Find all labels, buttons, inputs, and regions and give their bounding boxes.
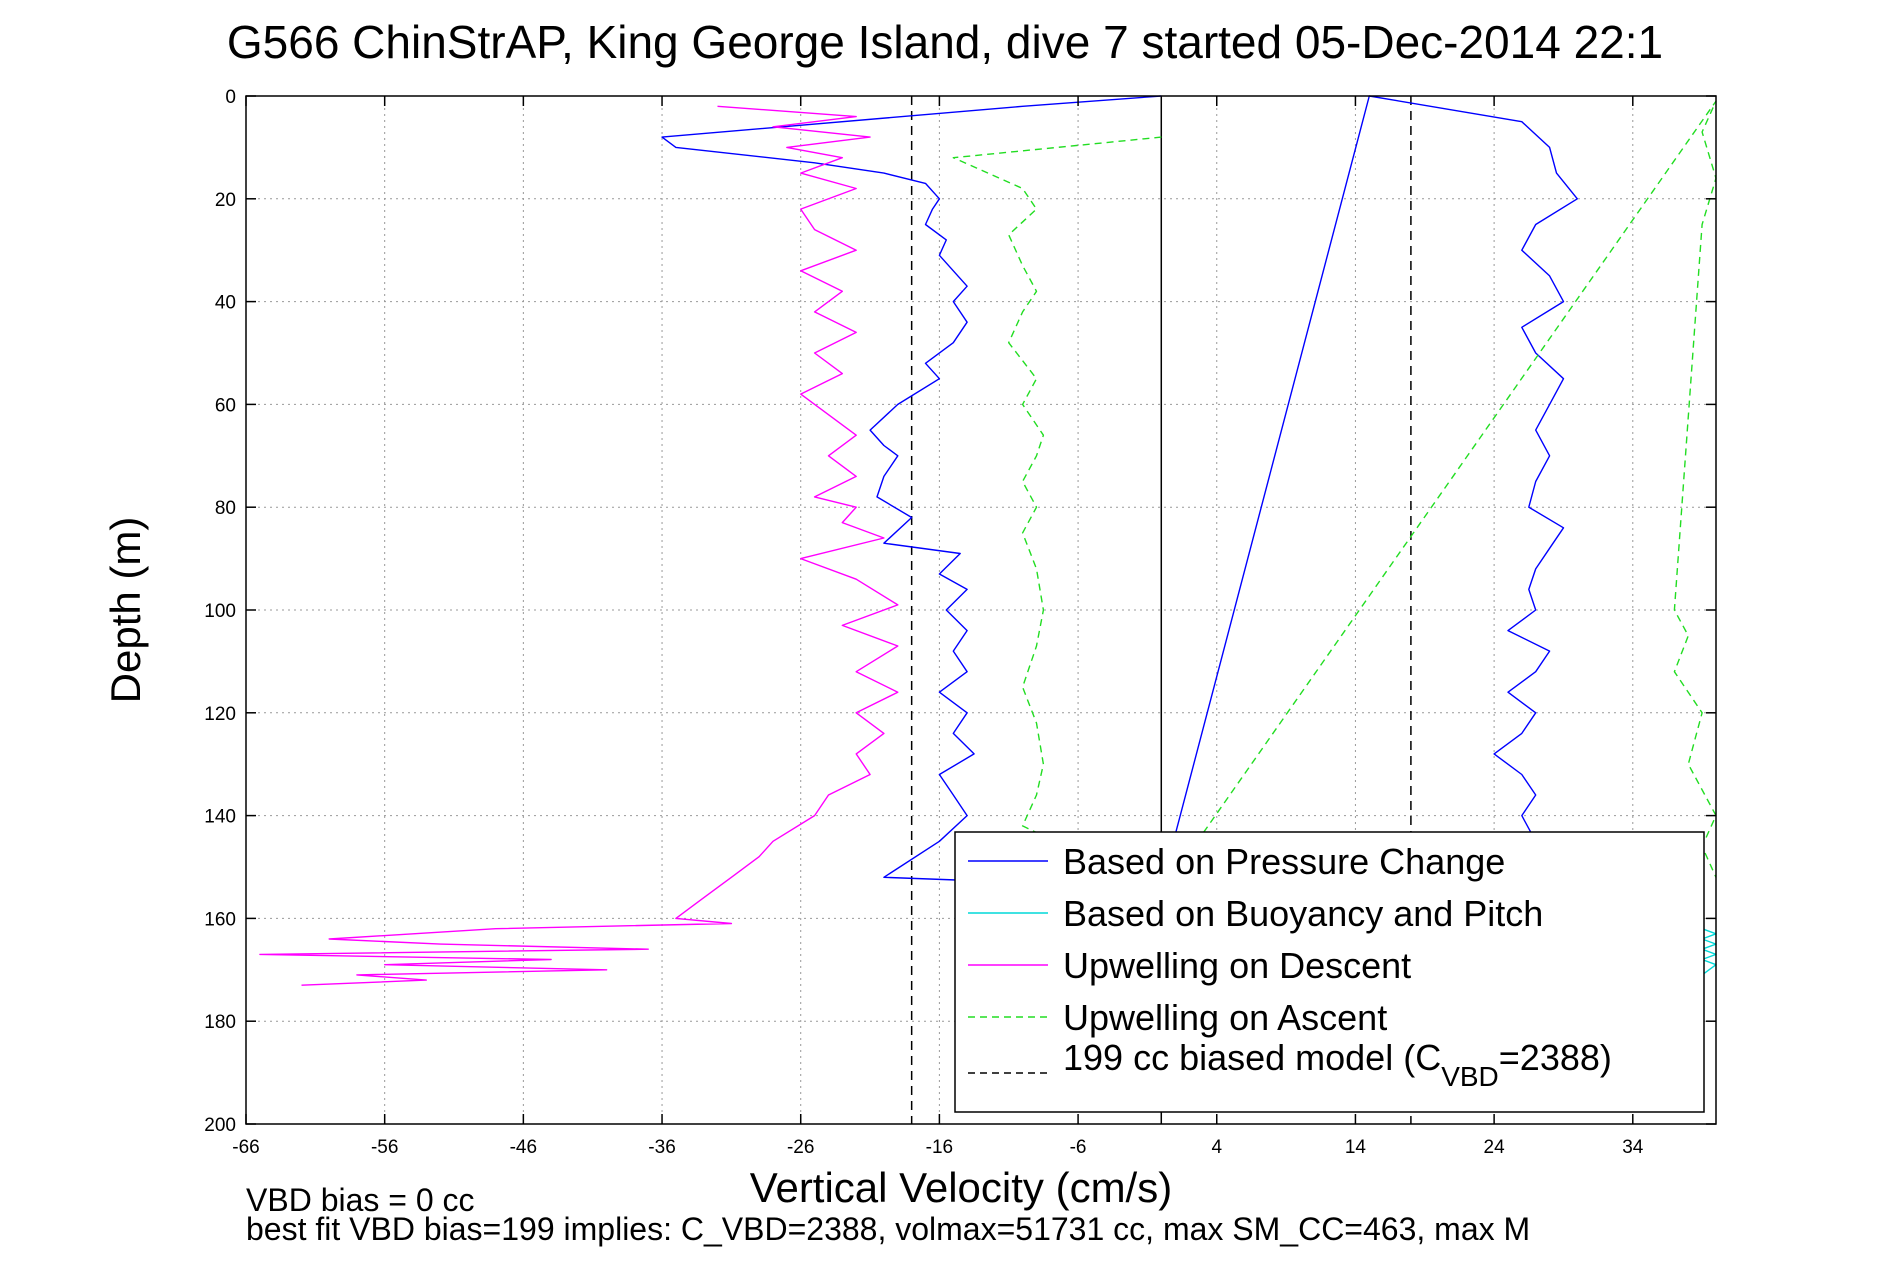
y-tick-label: 100 [204, 601, 236, 622]
best-fit-note: best fit VBD bias=199 implies: C_VBD=238… [246, 1211, 1530, 1247]
y-tick-label: 180 [204, 1012, 236, 1033]
x-tick-label: 14 [1345, 1137, 1367, 1158]
y-tick-label: 140 [204, 807, 236, 828]
x-tick-label: -46 [510, 1137, 537, 1158]
legend-model-subscript: VBD [1441, 1061, 1499, 1092]
legend-label-buoyancy: Based on Buoyancy and Pitch [1063, 893, 1543, 934]
series-line-3 [952, 100, 1717, 894]
legend-label-model: 199 cc biased model (CVBD=2388) [1063, 1037, 1612, 1092]
legend-label-descent: Upwelling on Descent [1063, 945, 1411, 986]
legend-model-text: 199 cc biased model (C [1063, 1037, 1441, 1078]
y-tick-label: 0 [225, 87, 236, 108]
x-tick-label: -16 [926, 1137, 953, 1158]
y-tick-label: 20 [215, 190, 236, 211]
axis-ticks: -66 -56 -46 -36 -26 -16 -6 4 14 24 34 0 20 40 60 80 100 1… [204, 87, 1716, 1158]
data-series [259, 95, 1717, 986]
y-tick-label: 200 [204, 1115, 236, 1136]
x-tick-label: -36 [648, 1137, 675, 1158]
x-tick-label: 34 [1622, 1137, 1644, 1158]
legend-label-ascent: Upwelling on Ascent [1063, 997, 1387, 1038]
legend-model-tail: =2388) [1499, 1037, 1612, 1078]
y-axis-title: Depth (m) [102, 517, 149, 704]
legend: Based on Pressure Change Based on Buoyan… [954, 831, 1705, 1113]
y-tick-label: 80 [215, 498, 236, 519]
y-tick-label: 60 [215, 395, 236, 416]
x-tick-label: -6 [1070, 1137, 1087, 1158]
x-tick-label: 24 [1484, 1137, 1506, 1158]
x-axis-title: Vertical Velocity (cm/s) [750, 1164, 1172, 1211]
chart-title: G566 ChinStrAP, King George Island, dive… [227, 16, 1663, 68]
x-tick-label: -26 [787, 1137, 814, 1158]
vbd-bias-note: VBD bias = 0 cc [246, 1182, 475, 1218]
y-tick-label: 40 [215, 293, 236, 314]
x-tick-label: -66 [232, 1137, 259, 1158]
legend-label-pressure: Based on Pressure Change [1063, 841, 1505, 882]
legend-box [954, 831, 1705, 1113]
series-line-0 [661, 95, 1579, 889]
y-tick-label: 160 [204, 909, 236, 930]
y-tick-label: 120 [204, 704, 236, 725]
x-tick-label: 4 [1211, 1137, 1222, 1158]
series-line-2 [259, 105, 899, 986]
x-tick-label: -56 [371, 1137, 398, 1158]
